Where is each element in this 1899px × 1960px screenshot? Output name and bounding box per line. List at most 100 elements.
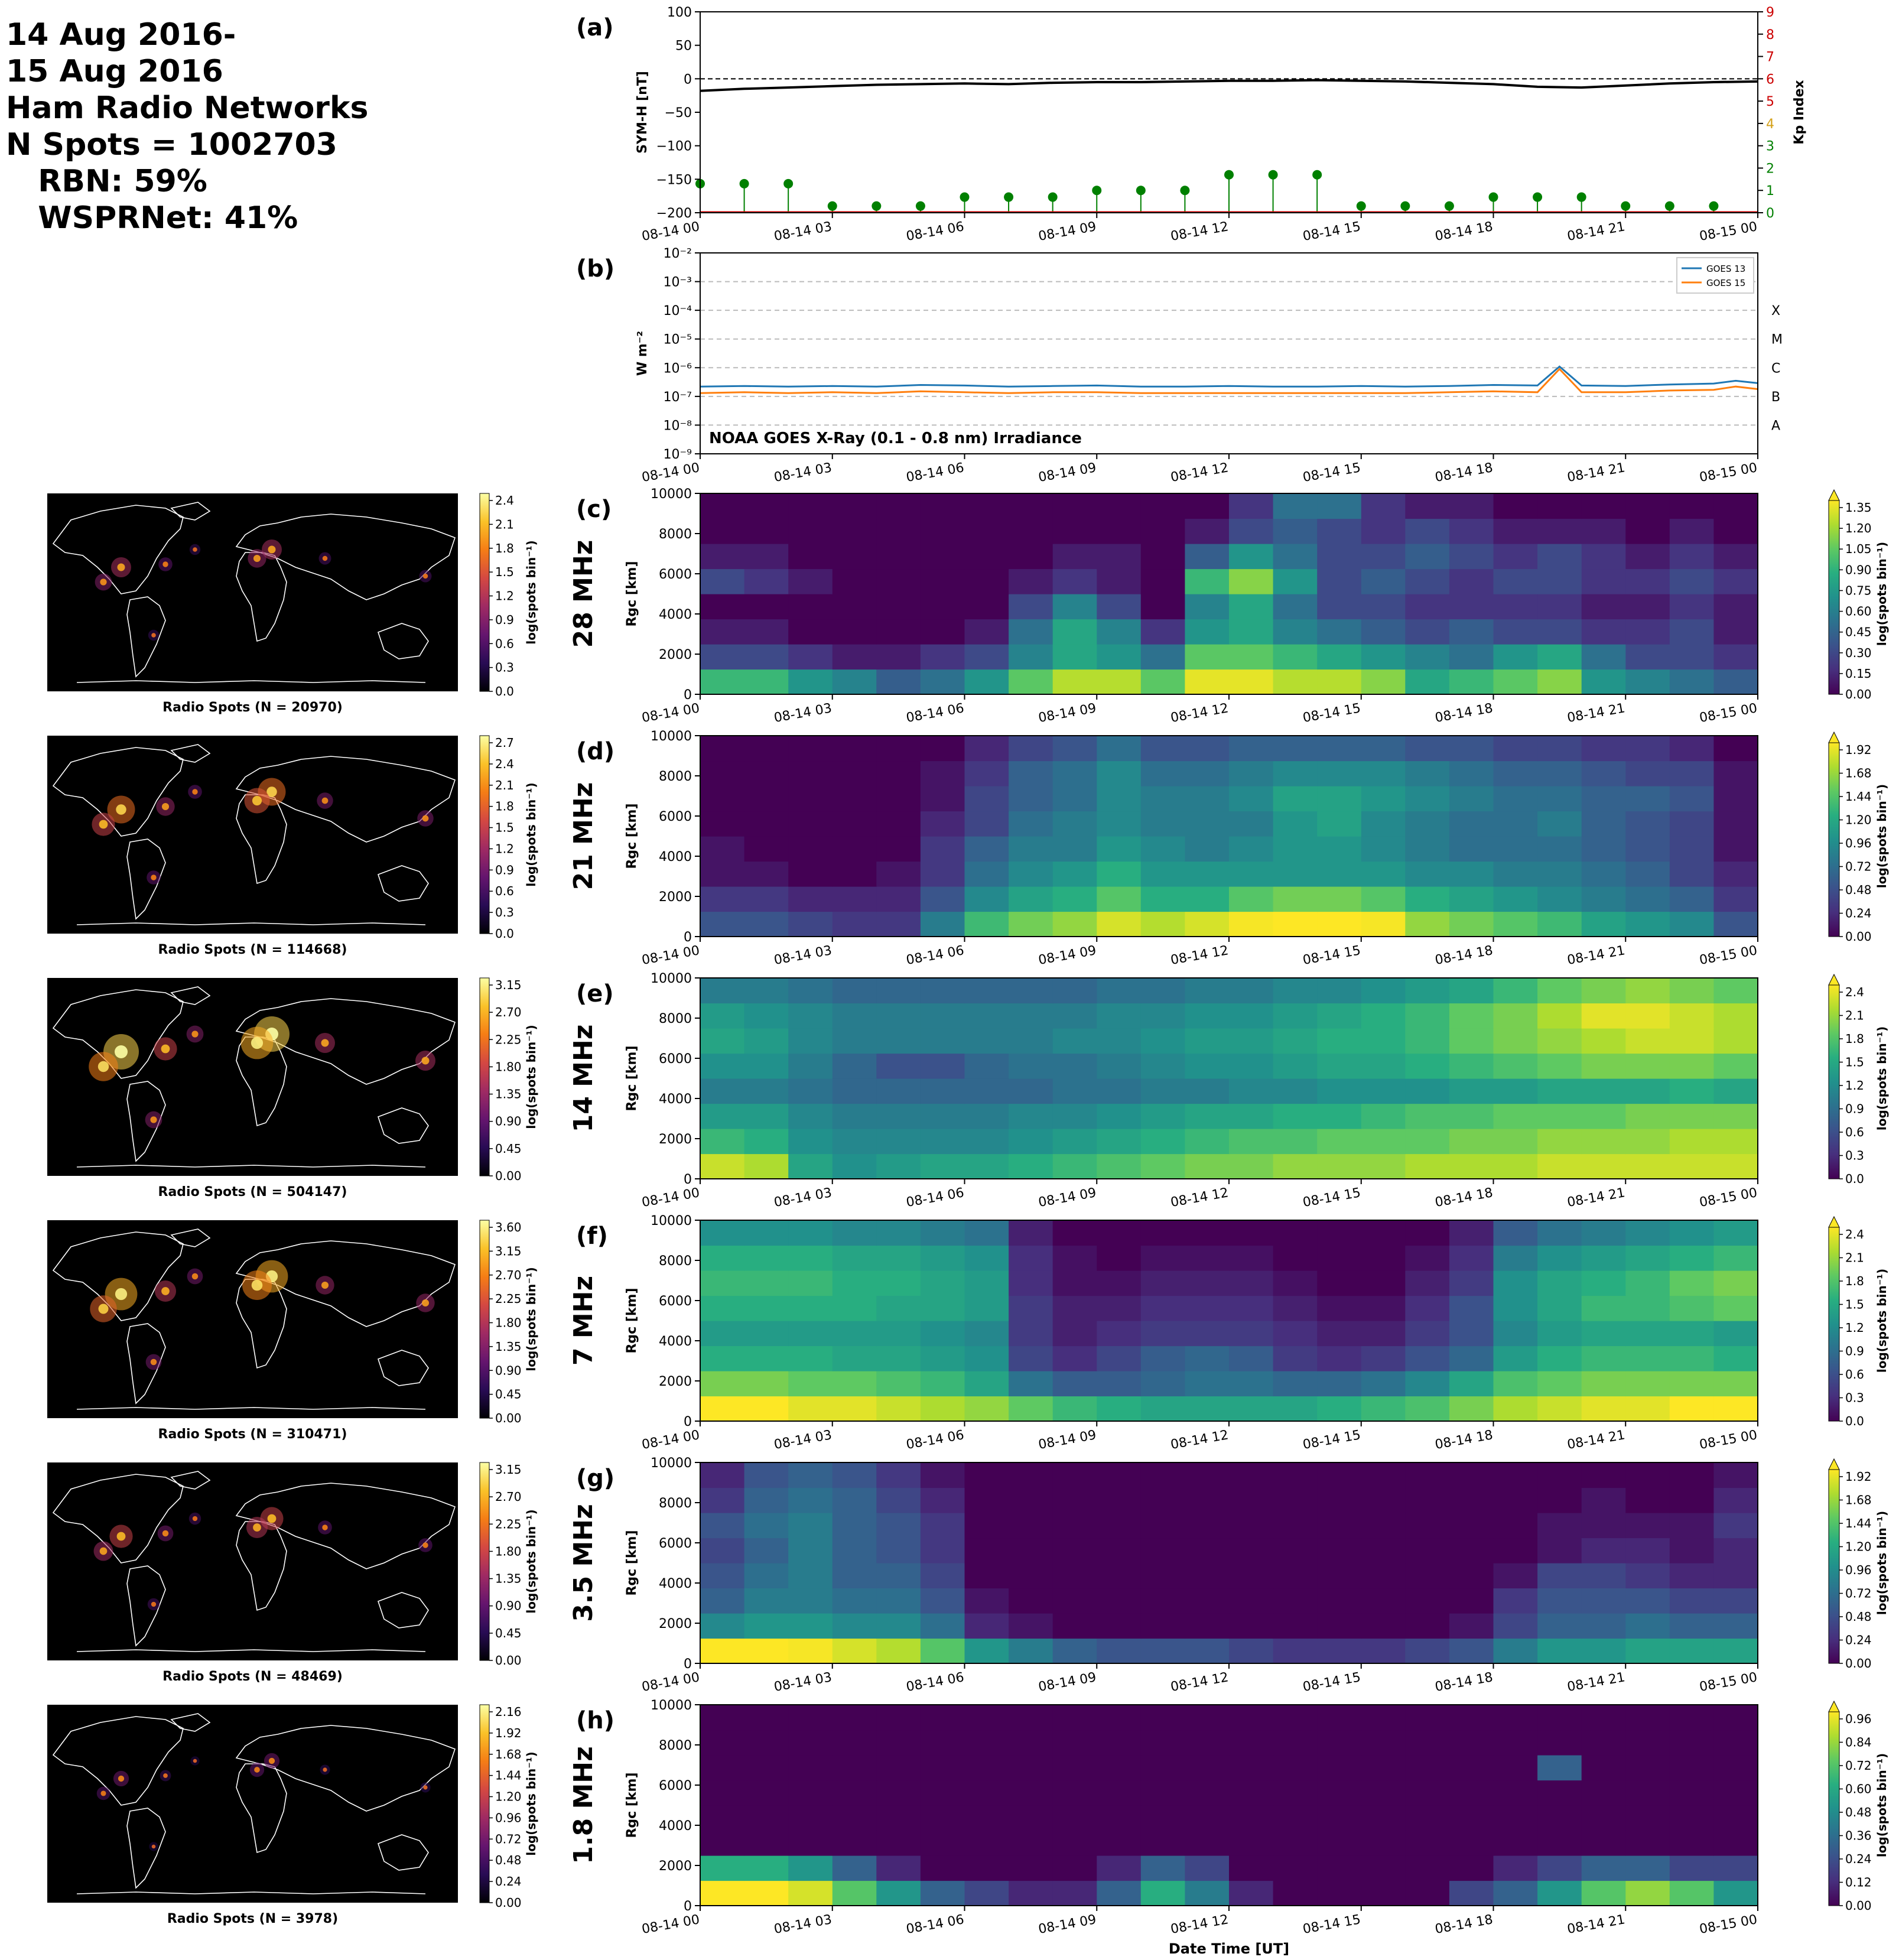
heatmap-cell — [1317, 1153, 1362, 1179]
cbar-tick-label: 1.92 — [1845, 1470, 1872, 1484]
heatmap-cell — [788, 1053, 833, 1079]
heatmap-cell — [1229, 1321, 1274, 1347]
heatmap-cell — [1361, 1103, 1406, 1129]
cbar-tick-label: 1.92 — [495, 1726, 522, 1740]
heatmap-cell — [788, 861, 833, 887]
heatmap-cell — [700, 861, 745, 887]
heatmap-cell — [1713, 544, 1758, 570]
cbar-tick-label: 0.48 — [495, 1853, 522, 1867]
y-axis-label: Rgc [km] — [625, 1288, 639, 1353]
cbar-tick-label: 3.60 — [495, 1220, 522, 1234]
cbar-tick-label: 0.00 — [1845, 929, 1872, 944]
heatmap-cell — [1140, 493, 1185, 519]
heatmap-cell — [1449, 836, 1494, 862]
heatmap-cell — [1537, 1003, 1582, 1029]
heatmap-cell — [1140, 886, 1185, 912]
panel-label: (g) — [576, 1465, 614, 1492]
heatmap-cell — [788, 1563, 833, 1589]
heatmap-cell — [1405, 1638, 1450, 1664]
coastline — [377, 865, 429, 902]
y-tick-label: 2000 — [659, 1374, 692, 1389]
heatmap-cell — [1140, 760, 1185, 786]
heatmap-cell — [1185, 1780, 1230, 1806]
world-coastlines — [52, 1471, 456, 1652]
heatmap-cell — [920, 1153, 965, 1179]
heatmap-cell — [1669, 760, 1714, 786]
heatmap-cell — [1713, 1003, 1758, 1029]
heatmap-cell — [1185, 1321, 1230, 1347]
y2-tick-label: 0 — [1766, 206, 1774, 221]
heatmap-cell — [1273, 1371, 1318, 1397]
heatmap-cell — [1449, 1513, 1494, 1539]
cbar-tick-label: 2.1 — [1845, 1251, 1864, 1265]
figure-header: 14 Aug 2016- 15 Aug 2016 Ham Radio Netwo… — [6, 17, 369, 236]
heatmap-cell — [1009, 1003, 1053, 1029]
heatmap-cell — [1009, 544, 1053, 570]
coastline — [126, 1565, 166, 1647]
cbar-tick-label: 0.90 — [495, 1599, 522, 1613]
heatmap-cell — [964, 644, 1009, 670]
heatmap-cell — [1361, 760, 1406, 786]
heatmap-cell — [1713, 1245, 1758, 1271]
heatmap-cell — [1361, 669, 1406, 695]
heatmap-cell — [744, 644, 789, 670]
heatmap-cell — [1405, 544, 1450, 570]
y-tick-label: 2000 — [659, 1132, 692, 1147]
heatmap-cell — [700, 811, 745, 837]
heatmap-cell — [1097, 1321, 1142, 1347]
heatmap-cell — [1317, 1295, 1362, 1321]
cbar-tick-label: 1.80 — [495, 1316, 522, 1330]
coastline — [52, 1716, 184, 1806]
heatmap-cell — [700, 619, 745, 645]
heatmap-cell — [1097, 1755, 1142, 1781]
heatmap-cell — [1625, 1588, 1670, 1614]
heatmap-cell — [1009, 644, 1053, 670]
heatmap-cell — [832, 978, 877, 1004]
heatmap-cell — [1581, 861, 1626, 887]
cbar-tick-label: 0.45 — [495, 1387, 522, 1402]
heatmap-cell — [832, 811, 877, 837]
heatmap-cell — [744, 1805, 789, 1831]
heatmap-cell — [1537, 1513, 1582, 1539]
y-tick-label: 4000 — [659, 850, 692, 864]
y-tick-label: 10000 — [651, 1698, 692, 1713]
heatmap-cell — [1009, 861, 1053, 887]
world-map-background — [47, 1462, 458, 1660]
y-tick-label: 6000 — [659, 810, 692, 824]
heatmap-cell — [1669, 1220, 1714, 1246]
heatmap-cell — [920, 669, 965, 695]
heatmap-cell — [1052, 1396, 1097, 1422]
heatmap-cell — [1052, 1462, 1097, 1488]
heatmap-cell — [964, 1053, 1009, 1079]
heatmap-cell — [1493, 1830, 1538, 1856]
heatmap-cell — [1405, 1880, 1450, 1906]
heatmap-cell — [876, 1028, 921, 1054]
cbar-tick-label: 0.96 — [1845, 836, 1872, 850]
heatmap-cell — [700, 1513, 745, 1539]
heatmap-cell — [964, 1103, 1009, 1129]
heatmap-cell — [700, 1153, 745, 1179]
heatmap-cell — [1449, 568, 1494, 594]
kp-marker — [1444, 201, 1454, 211]
heatmap-cell — [1097, 1245, 1142, 1271]
coastline — [76, 680, 426, 683]
heatmap-cell — [1625, 811, 1670, 837]
heatmap-cell — [1097, 1396, 1142, 1422]
heatmap-cell — [788, 1245, 833, 1271]
y-tick-label: 10⁻⁶ — [664, 361, 692, 376]
heatmap-cell — [1669, 836, 1714, 862]
heatmap-cell — [1493, 1780, 1538, 1806]
heatmap-cell — [1229, 1513, 1274, 1539]
heatmap-cell — [920, 1103, 965, 1129]
cbar-tick-label: 1.05 — [1845, 542, 1872, 556]
heatmap-cell — [1097, 1371, 1142, 1397]
heatmap-cell — [788, 619, 833, 645]
heatmap-cell — [920, 1855, 965, 1881]
x-tick-label: 08-14 09 — [1038, 1428, 1098, 1452]
heatmap-cell — [1405, 1830, 1450, 1856]
spot-density-core — [115, 1045, 128, 1058]
heatmap-cell — [1669, 811, 1714, 837]
heatmap-cell — [1361, 1830, 1406, 1856]
coastline — [235, 998, 456, 1085]
heatmap-cell — [700, 1487, 745, 1513]
